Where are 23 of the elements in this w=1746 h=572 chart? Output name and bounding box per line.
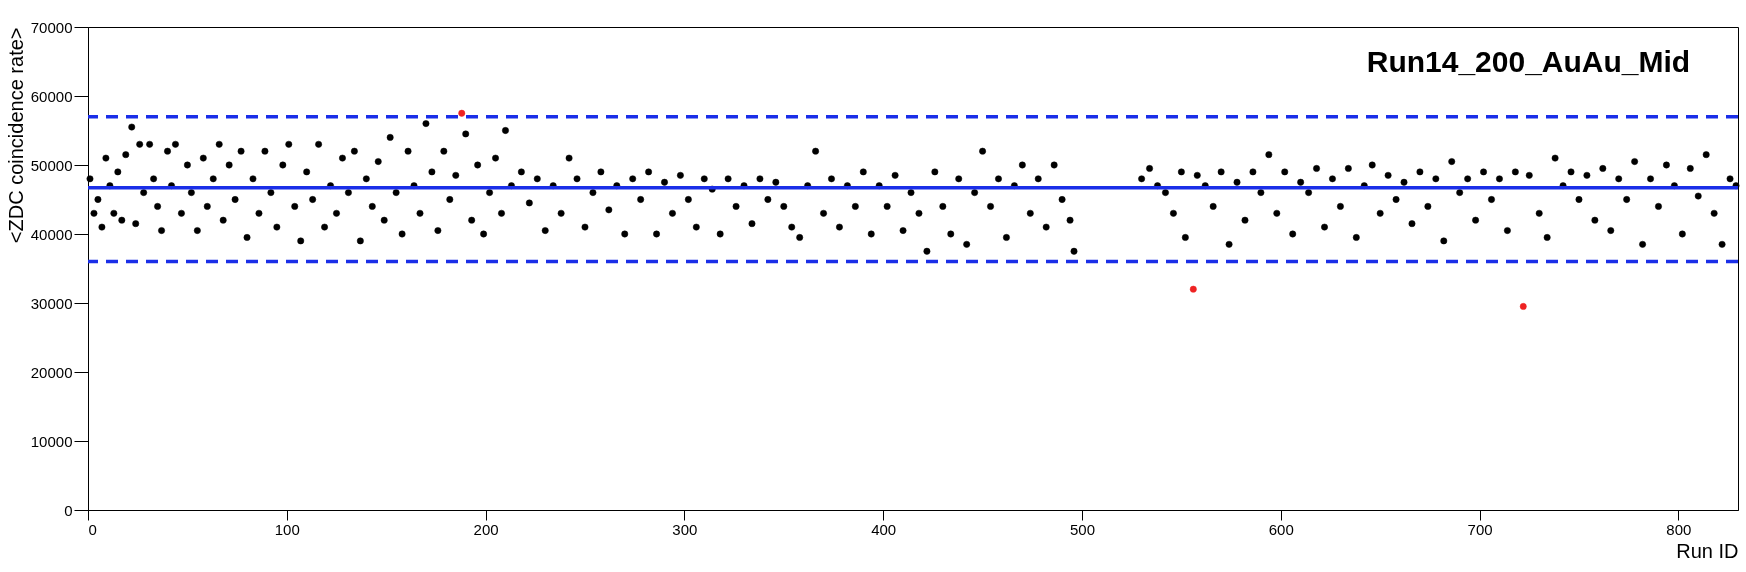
y-tick-label: 70000 [30, 18, 73, 36]
y-tick-label: 0 [64, 501, 73, 519]
point [1189, 285, 1197, 293]
x-tick-label: 500 [1069, 520, 1095, 538]
x-tick-label: 100 [274, 520, 300, 538]
y-tick-label: 50000 [30, 156, 73, 174]
x-tick-label: 400 [871, 520, 897, 538]
x-tick-label: 700 [1467, 520, 1493, 538]
x-tick-label: 200 [473, 520, 499, 538]
x-tick-label: 600 [1268, 520, 1294, 538]
point [458, 109, 466, 117]
y-axis-title: <ZDC coincidence rate> [4, 27, 27, 244]
y-tick-label: 10000 [30, 432, 73, 450]
point [1519, 303, 1527, 310]
y-tick-label: 40000 [30, 225, 73, 243]
y-tick-label: 60000 [30, 87, 73, 105]
text: Run14_200_AuAu_Mid [1366, 45, 1691, 78]
y-tick-label: 20000 [30, 363, 73, 381]
x-axis-title: Run ID [1676, 539, 1739, 562]
x-tick-label: 0 [88, 520, 97, 538]
y-tick-label: 30000 [30, 294, 73, 312]
x-tick-label: 300 [672, 520, 698, 538]
x-tick-label: 800 [1666, 520, 1692, 538]
